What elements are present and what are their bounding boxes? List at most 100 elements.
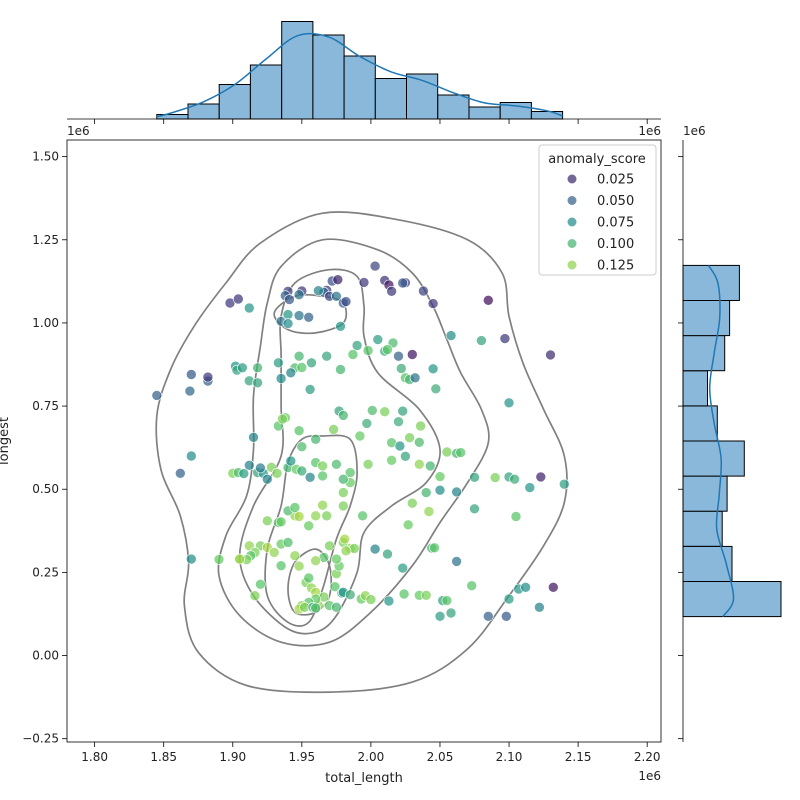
scatter-point — [289, 502, 301, 513]
top-histogram-bar — [343, 55, 376, 120]
top-marginal-ticks — [94, 119, 648, 124]
scatter-point — [451, 556, 462, 567]
scatter-point — [306, 357, 317, 369]
right-histogram-bar — [682, 510, 723, 547]
scatter-point — [331, 290, 342, 302]
legend-entry-label: 0.025 — [597, 173, 634, 188]
scatter-point — [361, 418, 373, 429]
top-histogram-bar — [374, 78, 407, 120]
y-tick-label: 1.50 — [32, 150, 59, 164]
x-tick-label: 1.80 — [81, 750, 108, 764]
scatter-point — [331, 601, 342, 613]
scatter-point — [476, 335, 487, 346]
top-histogram-bar — [437, 94, 470, 120]
scatter-point — [233, 293, 244, 305]
right-marginal-histogram: 1e6 — [678, 124, 782, 742]
right-histogram-bar — [682, 335, 726, 372]
scatter-point — [524, 482, 536, 493]
scatter-point — [379, 406, 391, 418]
scatter-point — [317, 460, 328, 472]
right-histogram-bar — [682, 370, 708, 407]
legend-entry-label: 0.050 — [597, 194, 634, 209]
scatter-point — [358, 277, 370, 288]
scatter-point — [335, 320, 346, 332]
top-right-offset-label: 1e6 — [638, 124, 661, 138]
scatter-point — [466, 580, 478, 592]
scatter-point — [402, 519, 414, 531]
scatter-point — [499, 333, 511, 344]
scatter-point — [151, 390, 163, 401]
x-axis-ticks: 1.80 1.85 1.90 1.95 2.00 2.05 2.10 2.15 2.20 — [81, 742, 661, 764]
scatter-point — [534, 601, 545, 613]
right-histogram-bar — [682, 545, 733, 583]
scatter-point — [284, 294, 295, 305]
scatter-point — [509, 473, 520, 485]
top-marginal-histogram: 1e6 1e6 — [67, 21, 661, 138]
scatter-point — [202, 371, 214, 383]
scatter-point — [184, 385, 196, 397]
scatter-point — [434, 610, 446, 622]
scatter-point — [510, 511, 522, 522]
x-tick-label: 2.20 — [634, 750, 661, 764]
scatter-point — [489, 472, 501, 483]
scatter-point — [415, 420, 426, 432]
scatter-point — [339, 533, 351, 545]
scatter-point — [503, 593, 515, 605]
right-kde-line — [707, 265, 735, 618]
scatter-point — [393, 416, 404, 428]
scatter-point — [482, 610, 494, 622]
scatter-point — [340, 296, 352, 307]
scatter-point — [351, 340, 363, 351]
scatter-point — [293, 310, 305, 321]
scatter-point — [277, 413, 288, 425]
right-histogram-bars — [682, 264, 782, 618]
scatter-point — [441, 446, 453, 458]
scatter-point — [289, 550, 301, 562]
kde-contour-1 — [155, 211, 568, 694]
scatter-point — [337, 487, 349, 498]
y-tick-label: 0.75 — [32, 399, 59, 413]
scatter-point — [482, 294, 494, 306]
right-histogram-bar — [682, 300, 731, 337]
scatter-point — [186, 553, 197, 565]
right-marginal-ticks — [678, 156, 683, 740]
scatter-point — [469, 471, 480, 483]
scatter-point — [237, 362, 248, 374]
top-histogram-bar — [249, 64, 283, 120]
scatter-point — [420, 589, 432, 601]
scatter-point — [430, 383, 442, 395]
scatter-point — [337, 500, 349, 512]
scatter-point — [340, 545, 352, 557]
x-tick-label: 2.10 — [496, 750, 523, 764]
scatter-point — [244, 459, 255, 471]
right-histogram-bar — [682, 264, 740, 301]
scatter-point — [249, 590, 261, 602]
scatter-point — [397, 562, 409, 574]
scatter-point — [558, 478, 570, 490]
scatter-point — [398, 588, 410, 600]
kde-contour-3 — [238, 268, 441, 635]
scatter-point — [275, 560, 287, 572]
scatter-point — [445, 330, 457, 341]
scatter-point — [413, 458, 425, 470]
scatter-point — [397, 405, 409, 417]
scatter-point — [252, 377, 263, 389]
scatter-point — [328, 424, 339, 435]
scatter-point — [382, 344, 393, 355]
scatter-point — [268, 547, 280, 558]
scatter-point — [255, 578, 266, 590]
scatter-point — [304, 384, 316, 395]
scatter-point — [331, 553, 342, 565]
scatter-point — [317, 499, 328, 511]
scatter-point — [429, 542, 440, 554]
scatter-point — [427, 363, 439, 375]
y-tick-label: −0.25 — [22, 732, 59, 746]
scatter-point — [321, 510, 333, 522]
legend-marker — [567, 174, 577, 184]
scatter-point — [261, 473, 273, 485]
scatter-point — [520, 581, 531, 593]
x-tick-label: 2.15 — [565, 750, 592, 764]
scatter-point — [282, 537, 294, 548]
scatter-point — [344, 589, 356, 601]
scatter-point — [386, 285, 397, 297]
